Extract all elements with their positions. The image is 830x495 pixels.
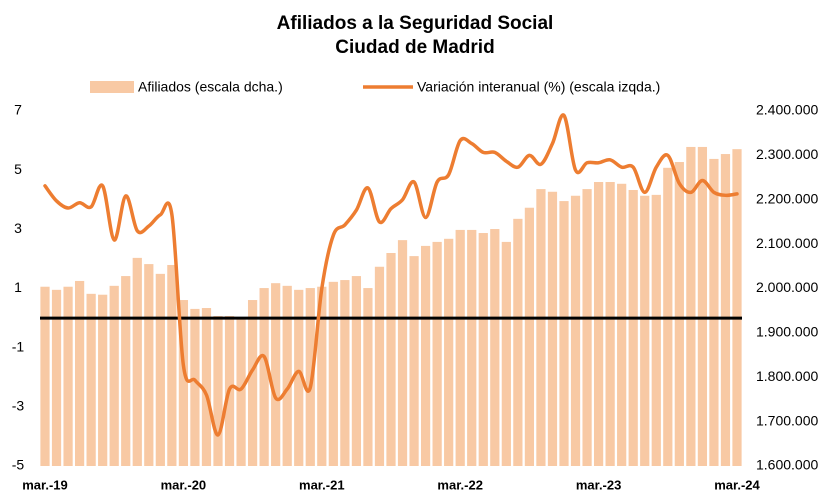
bar (294, 289, 304, 466)
bar (236, 318, 246, 466)
bar (455, 229, 465, 466)
bar (374, 266, 385, 466)
chart-title: Afiliados a la Seguridad Social (277, 13, 554, 34)
chart-subtitle: Ciudad de Madrid (335, 37, 494, 58)
bar (386, 253, 396, 466)
bar (732, 149, 742, 466)
bar (547, 191, 558, 466)
y-tick-label: 3 (14, 220, 22, 236)
y-tick-label: 7 (14, 102, 22, 118)
bar (201, 308, 212, 466)
bar (628, 189, 638, 467)
bar (720, 154, 731, 466)
bar (397, 240, 408, 466)
bar (697, 146, 708, 466)
bar (328, 281, 338, 466)
bar (582, 189, 592, 466)
bar (144, 264, 154, 466)
x-tick-label: mar.-21 (299, 477, 345, 492)
bar (305, 288, 315, 466)
bar (167, 264, 177, 466)
y2-tick-label: 1.600.000 (756, 457, 818, 473)
y-tick-label: 1 (14, 279, 22, 295)
bar (593, 182, 604, 466)
bar (617, 183, 627, 466)
bar (317, 286, 327, 466)
y2-tick-label: 2.100.000 (756, 235, 818, 251)
x-tick-label: mar.-22 (437, 477, 483, 492)
y2-tick-label: 1.900.000 (756, 324, 818, 340)
bar (513, 218, 523, 466)
bar (478, 233, 488, 466)
y-tick-label: 5 (14, 161, 22, 177)
bar (709, 158, 719, 467)
y2-tick-label: 1.800.000 (756, 368, 818, 384)
bar (420, 245, 431, 466)
legend-label: Afiliados (escala dcha.) (138, 79, 283, 95)
y-tick-label: -3 (12, 398, 25, 414)
bar (640, 195, 650, 466)
bar (409, 256, 419, 466)
bar (686, 146, 696, 466)
bar (282, 285, 292, 466)
bar (121, 276, 131, 466)
y2-tick-label: 2.200.000 (756, 190, 818, 206)
bar (247, 300, 258, 466)
bar (432, 241, 442, 466)
bar (674, 162, 684, 466)
bar (190, 308, 200, 466)
bar (570, 195, 581, 466)
bar (132, 257, 142, 466)
bar (178, 300, 189, 466)
bar (98, 294, 108, 466)
bar (605, 182, 615, 466)
y-tick-label: -1 (12, 338, 25, 354)
bar (51, 289, 62, 466)
bar (271, 283, 281, 466)
y2-tick-label: 1.700.000 (756, 412, 818, 428)
y2-tick-label: 2.400.000 (756, 102, 818, 118)
line (43, 113, 739, 437)
bar (213, 316, 223, 466)
bar (340, 280, 350, 466)
x-tick-label: mar.-19 (22, 477, 68, 492)
bar (259, 288, 269, 466)
bar (559, 201, 569, 467)
x-tick-label: mar.-24 (714, 477, 760, 492)
bar (651, 194, 661, 466)
x-tick-label: mar.-20 (161, 477, 207, 492)
bar (490, 229, 500, 466)
bar (444, 238, 454, 466)
y2-tick-label: 2.300.000 (756, 146, 818, 162)
bar (40, 286, 50, 466)
bar (363, 288, 373, 466)
bar (536, 189, 546, 466)
legend-swatch (90, 81, 134, 93)
bar (351, 276, 362, 466)
bar (109, 285, 119, 466)
bar (86, 293, 96, 466)
x-tick-label: mar.-23 (576, 477, 622, 492)
y2-tick-label: 2.000.000 (756, 279, 818, 295)
bar (74, 280, 85, 466)
legend-label: Variación interanual (%) (escala izqda.) (417, 79, 660, 95)
bar (63, 286, 73, 466)
y-tick-label: -5 (12, 457, 25, 473)
bar (524, 207, 535, 467)
bar (155, 273, 165, 466)
bar (501, 241, 511, 466)
bar (467, 229, 477, 466)
